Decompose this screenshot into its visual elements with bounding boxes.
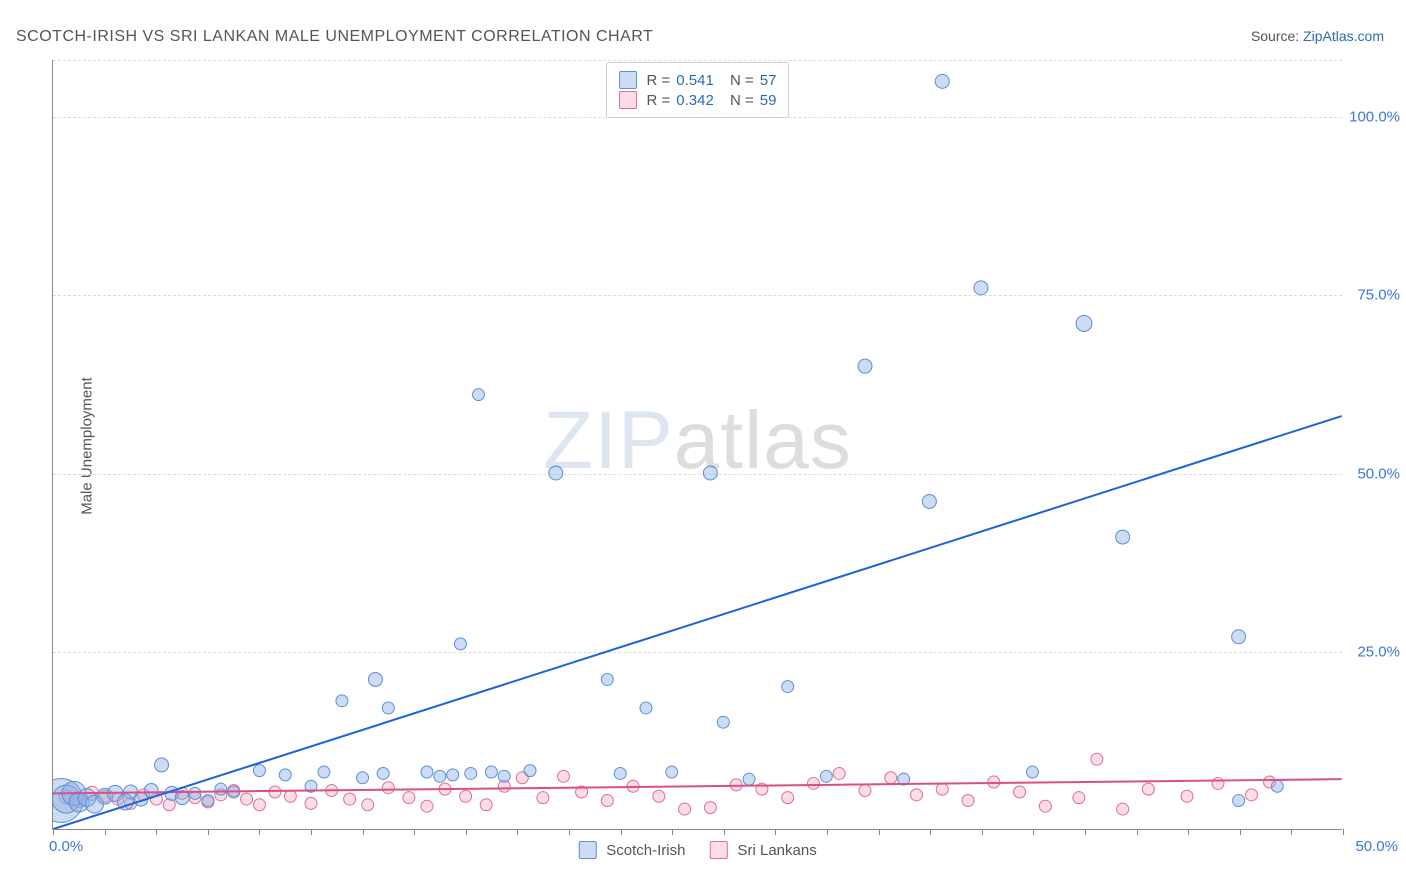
n-value-sri-lankans: 59	[760, 92, 777, 109]
r-value-sri-lankans: 0.342	[676, 92, 714, 109]
n-value-scotch-irish: 57	[760, 72, 777, 89]
source-attribution: Source: ZipAtlas.com	[1251, 28, 1384, 44]
source-prefix: Source:	[1251, 28, 1303, 44]
legend-row-scotch-irish: R = 0.541 N = 57	[619, 71, 777, 89]
legend-row-sri-lankans: R = 0.342 N = 59	[619, 91, 777, 109]
n-label: N =	[730, 72, 754, 89]
y-tick-label: 75.0%	[1357, 287, 1400, 304]
source-link[interactable]: ZipAtlas.com	[1303, 28, 1384, 44]
y-tick-label: 25.0%	[1357, 643, 1400, 660]
x-tick-label-50: 50.0%	[1355, 838, 1398, 855]
y-tick-label: 50.0%	[1357, 465, 1400, 482]
r-value-scotch-irish: 0.541	[676, 72, 714, 89]
x-tick-label-0: 0.0%	[49, 838, 83, 855]
series-label-scotch-irish: Scotch-Irish	[606, 842, 685, 859]
swatch-sri-lankans-b	[709, 841, 727, 859]
correlation-legend: R = 0.541 N = 57 R = 0.342 N = 59	[606, 62, 790, 118]
chart-title: SCOTCH-IRISH VS SRI LANKAN MALE UNEMPLOY…	[16, 28, 653, 46]
n-label: N =	[730, 92, 754, 109]
r-label: R =	[647, 92, 671, 109]
swatch-scotch-irish-b	[578, 841, 596, 859]
plot-area: ZIPatlas R = 0.541 N = 57 R = 0.342 N = …	[52, 60, 1342, 830]
swatch-scotch-irish	[619, 71, 637, 89]
y-tick-label: 100.0%	[1349, 109, 1400, 126]
legend-item-sri-lankans: Sri Lankans	[709, 841, 816, 859]
series-legend: Scotch-Irish Sri Lankans	[578, 841, 816, 859]
scatter-svg	[53, 60, 1342, 829]
r-label: R =	[647, 72, 671, 89]
legend-item-scotch-irish: Scotch-Irish	[578, 841, 685, 859]
series-label-sri-lankans: Sri Lankans	[737, 842, 816, 859]
swatch-sri-lankans	[619, 91, 637, 109]
